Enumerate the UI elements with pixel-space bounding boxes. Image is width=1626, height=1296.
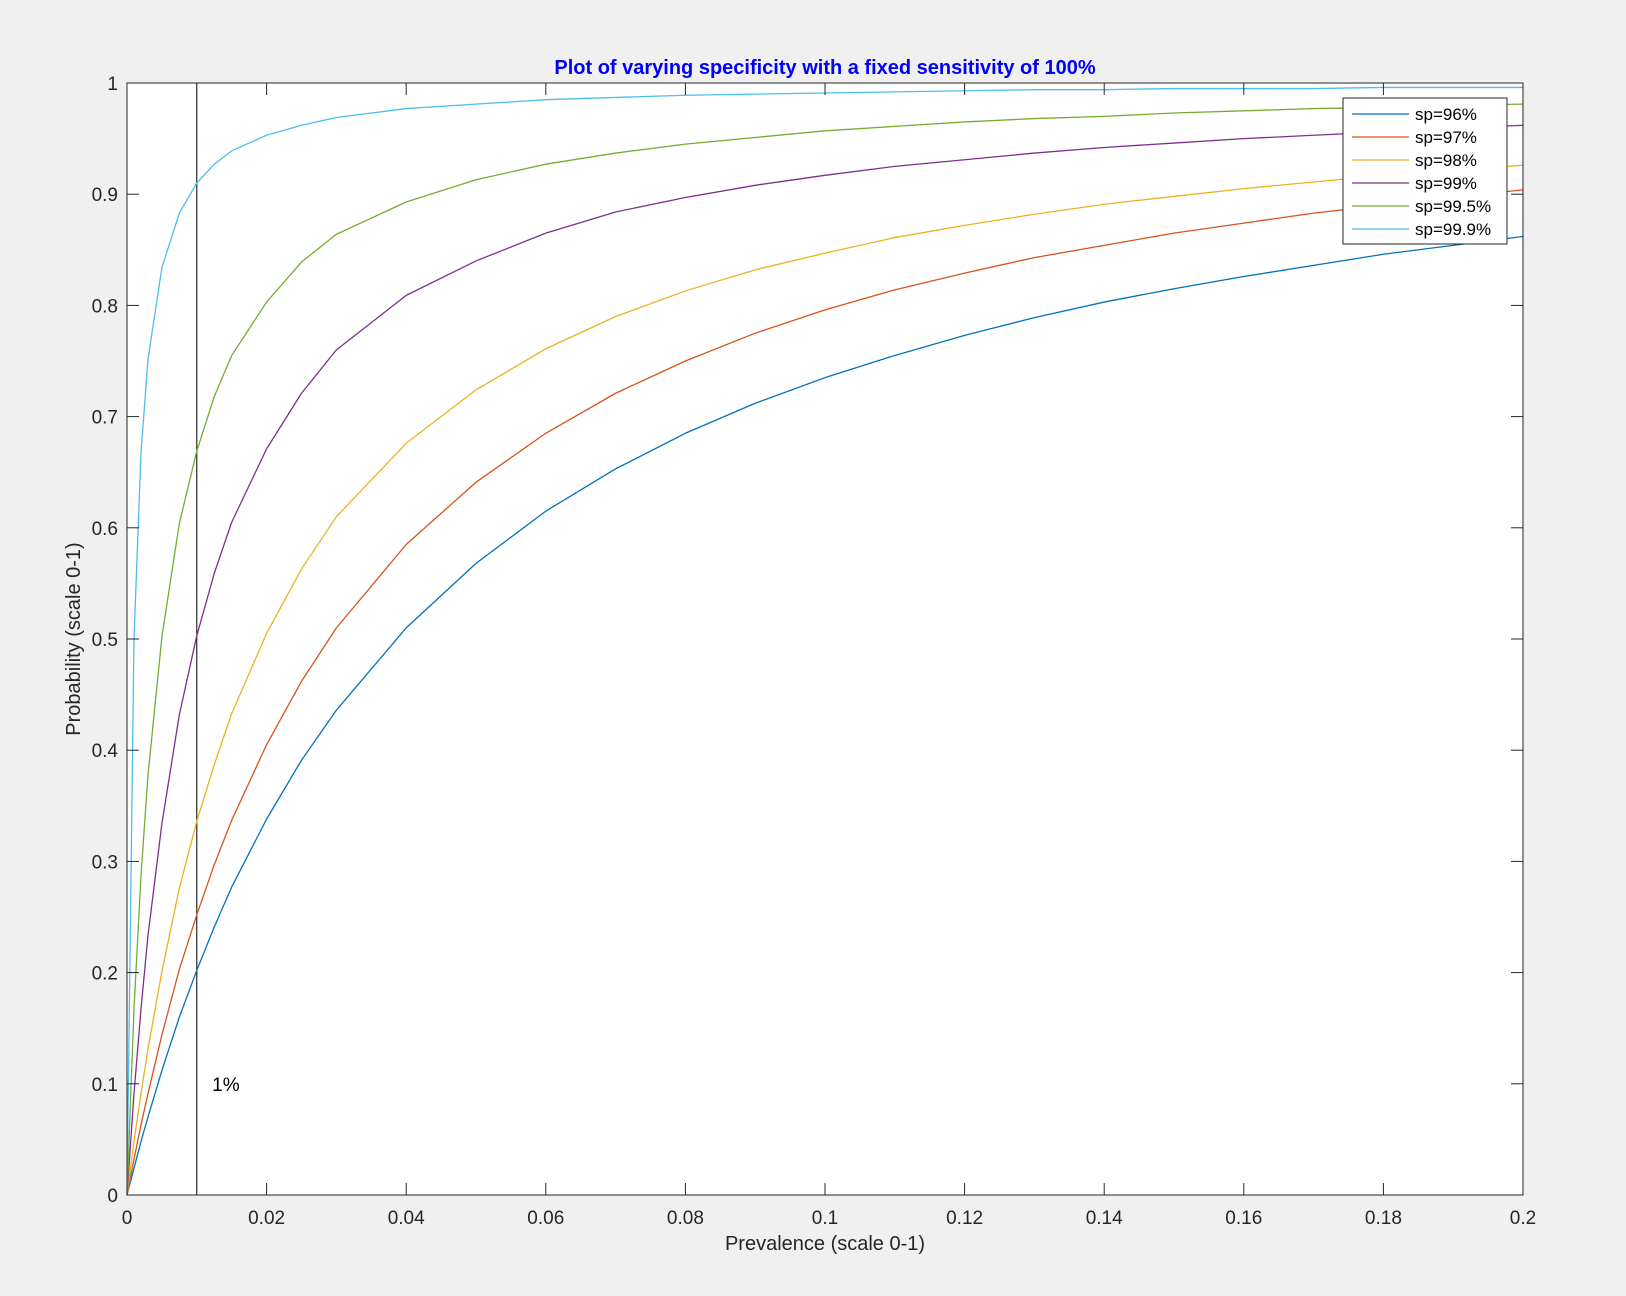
y-tick-label: 0.5 — [92, 630, 118, 651]
y-tick-label: 0.8 — [92, 296, 118, 317]
plot-area — [127, 83, 1523, 1195]
y-tick-label: 1 — [107, 74, 118, 95]
y-axis-label: Probability (scale 0-1) — [63, 542, 85, 735]
annotation-label: 1% — [212, 1075, 240, 1096]
y-tick-label: 0 — [107, 1186, 118, 1207]
legend-label-3: sp=98% — [1415, 151, 1477, 170]
series-line-2 — [126, 189, 1524, 1196]
x-tick-label: 0.2 — [1510, 1208, 1536, 1229]
x-tick-label: 0.1 — [812, 1208, 838, 1229]
series-line-5 — [126, 103, 1524, 1196]
y-tick-label: 0.4 — [92, 741, 119, 762]
series-line-6 — [126, 86, 1523, 1196]
y-tick-label: 0.3 — [92, 852, 118, 873]
y-tick-label: 0.9 — [92, 185, 118, 206]
x-tick-label: 0.06 — [527, 1208, 564, 1229]
legend: sp=96% sp=97% sp=98% sp=99% sp=99.5% sp=99.9% — [1342, 97, 1508, 245]
x-tick-label: 0.18 — [1365, 1208, 1402, 1229]
x-tick-label: 0.08 — [667, 1208, 704, 1229]
y-tick-label: 0.6 — [92, 519, 118, 540]
y-tick-label: 0.2 — [92, 964, 118, 985]
legend-label-2: sp=97% — [1415, 128, 1477, 147]
legend-label-6: sp=99.9% — [1415, 220, 1491, 239]
x-tick-label: 0.14 — [1086, 1208, 1123, 1229]
series-line-1 — [126, 235, 1524, 1196]
legend-label-5: sp=99.5% — [1415, 197, 1491, 216]
series-line-4 — [126, 124, 1524, 1196]
chart-title: Plot of varying specificity with a fixed… — [554, 57, 1095, 79]
series-line-3 — [126, 164, 1524, 1196]
legend-box — [1342, 97, 1508, 245]
legend-label-4: sp=99% — [1415, 174, 1477, 193]
x-tick-label: 0.02 — [248, 1208, 285, 1229]
x-tick-label: 0.12 — [946, 1208, 983, 1229]
x-tick-label: 0 — [122, 1208, 133, 1229]
ticks: 0 0.02 0.04 0.06 0.08 0.1 0.12 0.14 0.16 0.18 0.2 0… — [92, 74, 1537, 1229]
y-tick-label: 0.7 — [92, 408, 118, 429]
legend-label-1: sp=96% — [1415, 105, 1477, 124]
x-tick-label: 0.16 — [1225, 1208, 1262, 1229]
series-layer — [126, 86, 1524, 1196]
annotations: 1% — [212, 1075, 240, 1096]
y-tick-label: 0.1 — [92, 1075, 118, 1096]
x-axis-label: Prevalence (scale 0-1) — [725, 1233, 925, 1255]
x-tick-label: 0.04 — [388, 1208, 425, 1229]
